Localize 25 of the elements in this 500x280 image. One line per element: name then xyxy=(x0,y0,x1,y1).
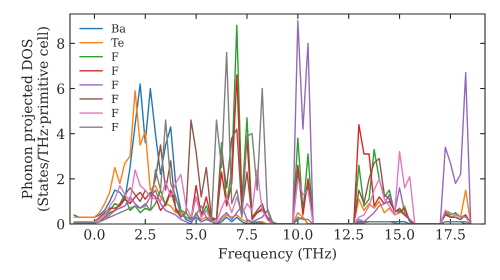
line-series xyxy=(73,151,472,224)
legend-label: F xyxy=(112,66,118,75)
x-tick-label: 7.5 xyxy=(237,229,257,240)
y-tick-label: 4 xyxy=(56,128,64,139)
legend-label: F xyxy=(112,94,118,103)
y-tick-label: 8 xyxy=(57,38,64,49)
legend-label: Te xyxy=(111,38,124,47)
legend-label: F xyxy=(112,80,118,89)
x-tick-label: 17.5 xyxy=(436,229,465,240)
x-tick-label: 0.0 xyxy=(84,229,105,240)
x-tick-label: 2.5 xyxy=(135,229,156,240)
y-tick-label: 2 xyxy=(57,174,64,184)
y-tick-label: 0 xyxy=(57,218,64,230)
x-tick-label: 12.5 xyxy=(334,229,364,240)
x-tick-label: 5.0 xyxy=(186,229,206,240)
legend-label: F xyxy=(112,108,118,117)
legend-label: F xyxy=(112,52,118,61)
y-axis-title: Phonon projected DOS (States/THz·primitive cell) xyxy=(22,27,51,211)
y-tick-label: 6 xyxy=(57,83,64,94)
legend-label: F xyxy=(112,122,118,132)
x-tick-label: 10.0 xyxy=(284,229,312,240)
x-axis-title: Frequency (THz) xyxy=(218,248,336,262)
line-series xyxy=(73,52,472,224)
x-tick-label: 15.0 xyxy=(386,229,414,240)
legend-label: Ba xyxy=(112,24,126,33)
